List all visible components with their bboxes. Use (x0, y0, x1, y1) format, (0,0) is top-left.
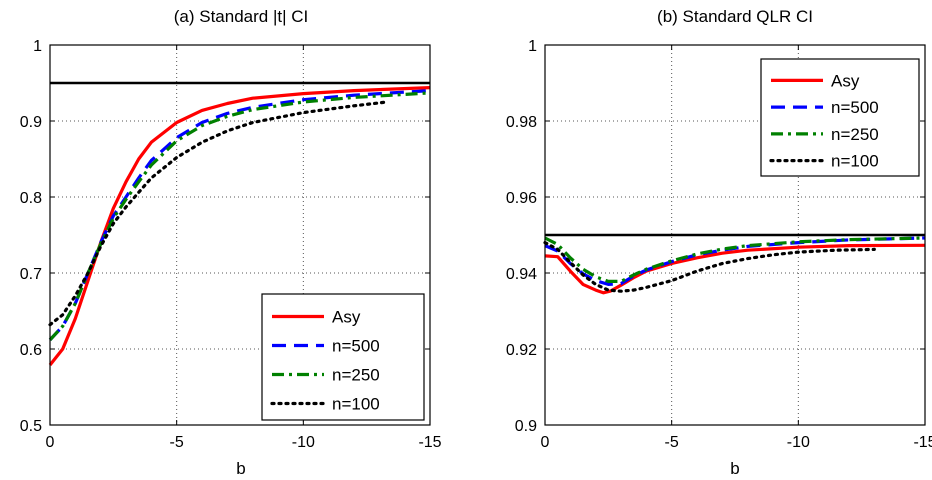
y-tick-label: 0.8 (20, 190, 42, 207)
legend-label: n=500 (831, 98, 879, 117)
x-tick-label: -5 (665, 434, 679, 451)
x-tick-label: 0 (46, 434, 55, 451)
chart-title: (b) Standard QLR CI (657, 7, 813, 26)
y-tick-label: 1 (528, 38, 537, 55)
series-line-n-100 (48, 100, 389, 327)
series-line-n-250 (544, 236, 926, 283)
series-line-asy (48, 86, 431, 366)
legend-label: n=100 (831, 152, 879, 171)
y-tick-label: 0.92 (506, 342, 537, 359)
y-tick-label: 1 (33, 38, 42, 55)
x-tick-label: -15 (913, 434, 932, 451)
x-tick-label: -10 (787, 434, 810, 451)
legend-label: Asy (831, 71, 860, 90)
y-tick-label: 0.94 (506, 266, 537, 283)
panel-standard-qlr-ci: (b) Standard QLR CI b 0 -5 -10 -15 0.9 0.92 0.… (506, 7, 932, 478)
panel-standard-t-ci: (a) Standard |t| CI b 0 -5 -10 -15 0.5 0.6 0.7… (20, 7, 442, 478)
x-tick-label: -15 (418, 434, 441, 451)
y-tick-label: 0.7 (20, 266, 42, 283)
y-tick-label: 0.6 (20, 342, 42, 359)
chart-title: (a) Standard |t| CI (174, 7, 309, 26)
x-axis-label: b (730, 459, 739, 478)
legend-label: Asy (332, 308, 361, 327)
series-line-n-500 (544, 236, 926, 286)
y-tick-label: 0.96 (506, 190, 537, 207)
legend-label: n=250 (332, 366, 380, 385)
x-axis-label: b (236, 459, 245, 478)
x-tick-label: -5 (170, 434, 184, 451)
y-tick-label: 0.9 (515, 418, 537, 435)
series-line-n-250 (48, 91, 431, 341)
legend-box (760, 58, 920, 177)
legend: Asy n=500 n=250 n=100 (760, 58, 920, 177)
y-tick-label: 0.9 (20, 114, 42, 131)
legend-label: n=100 (332, 395, 380, 414)
legend-label: n=250 (831, 125, 879, 144)
y-tick-label: 0.5 (20, 418, 42, 435)
x-tick-label: -10 (292, 434, 315, 451)
axes-frame (544, 44, 926, 426)
series-line-n-100 (543, 241, 876, 293)
x-tick-label: 0 (541, 434, 550, 451)
axes-frame (49, 44, 431, 426)
series-line-asy (544, 243, 926, 295)
legend: Asy n=500 n=250 n=100 (261, 293, 425, 421)
y-tick-label: 0.98 (506, 114, 537, 131)
legend-label: n=500 (332, 337, 380, 356)
